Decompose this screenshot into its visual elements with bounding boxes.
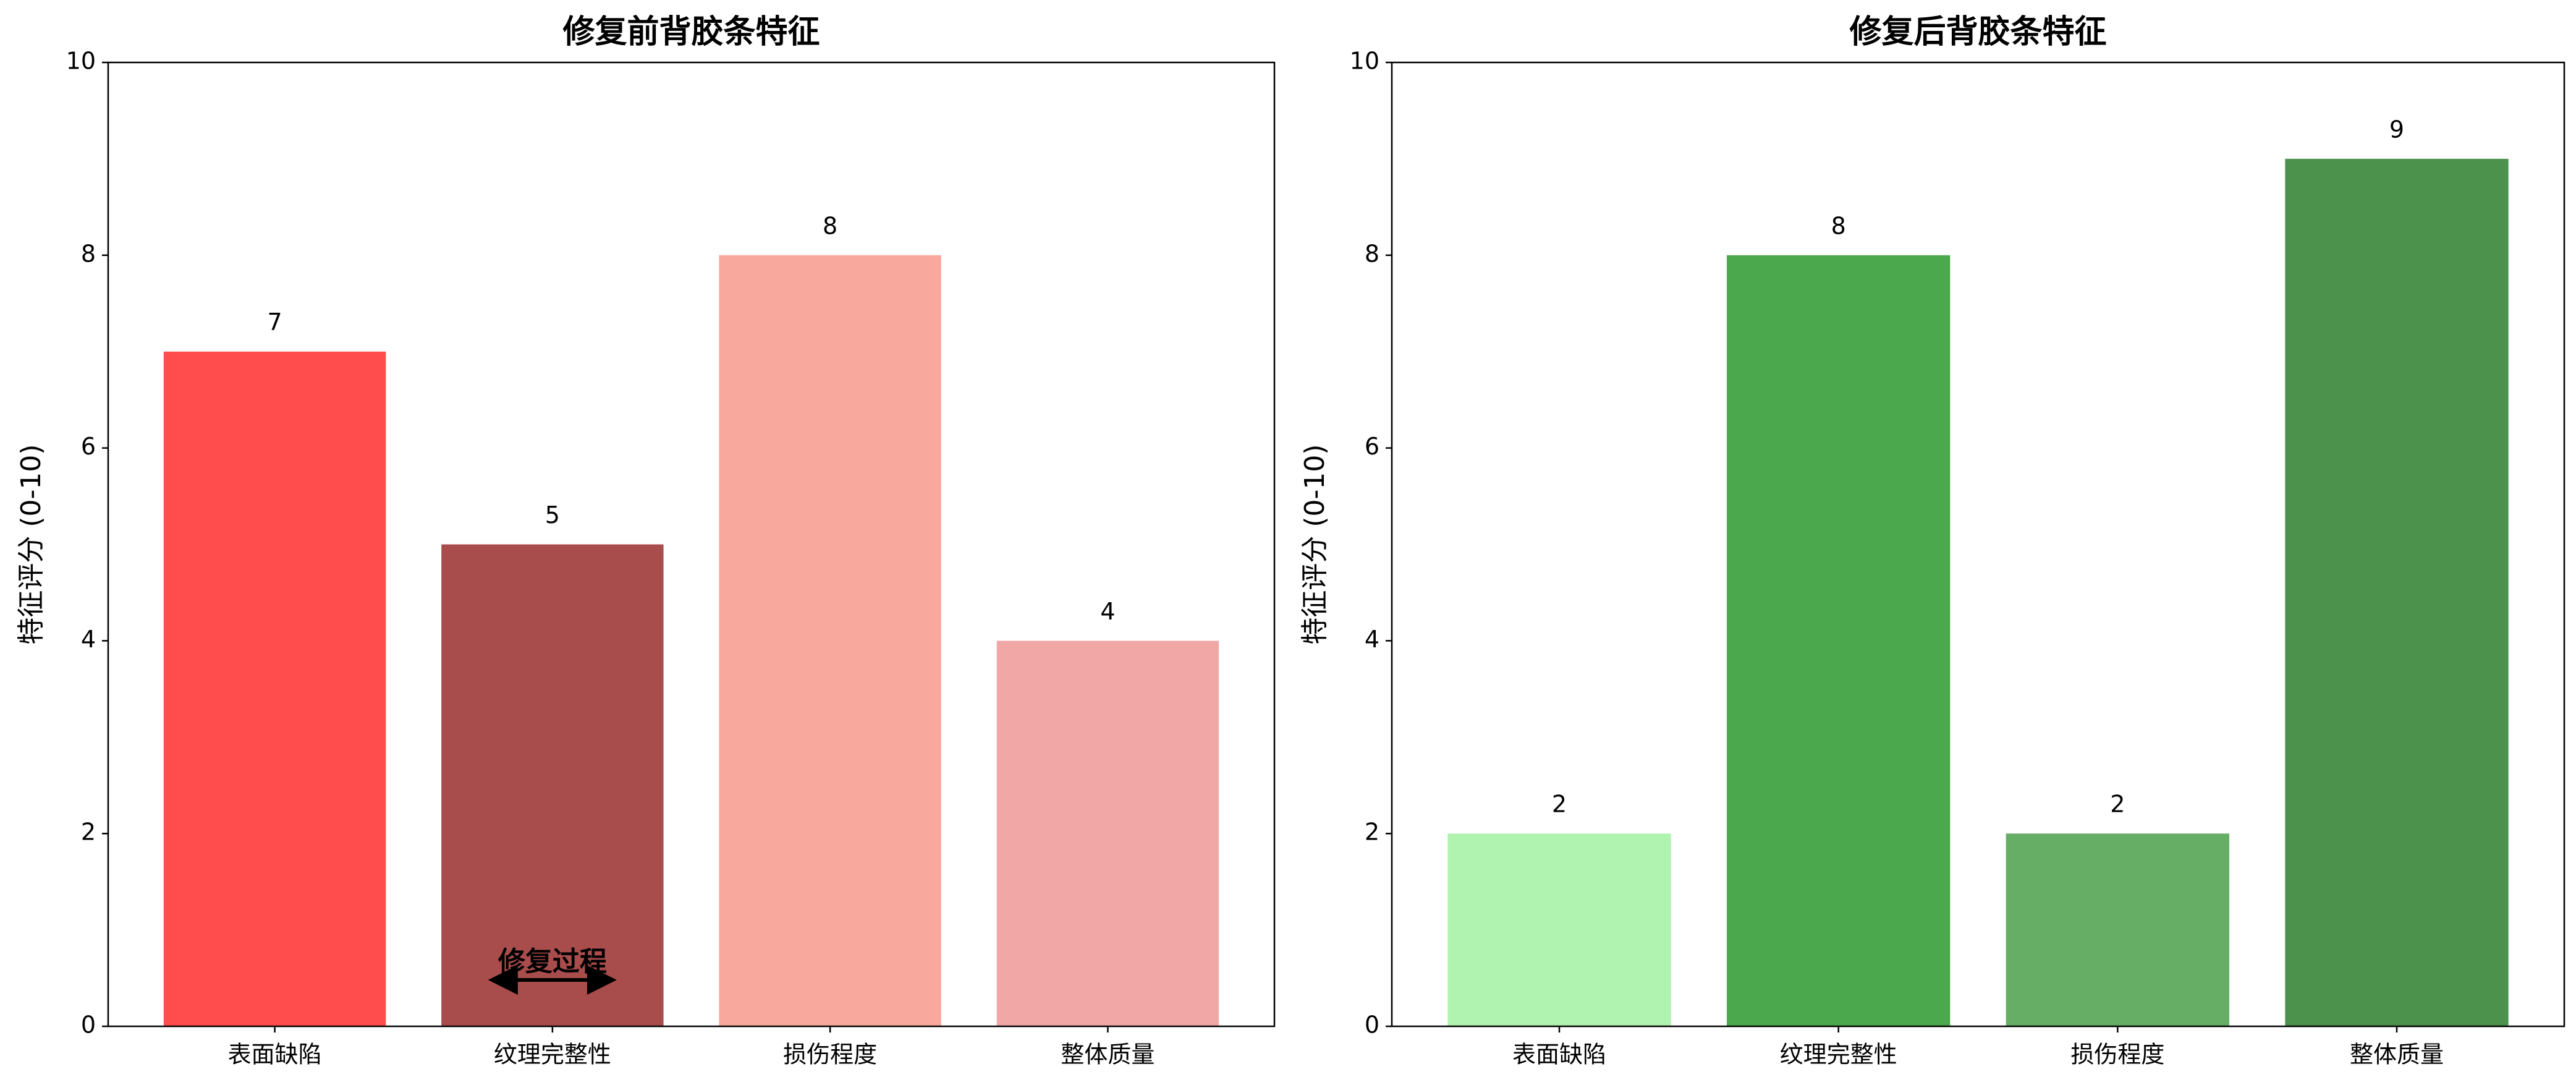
value-label: 5	[545, 501, 560, 529]
y-axis-label: 特征评分 (0-10)	[1299, 444, 1331, 644]
x-tick-label: 表面缺陷	[228, 1041, 322, 1068]
y-tick-label: 4	[1365, 626, 1379, 653]
bar	[2006, 833, 2229, 1026]
y-tick-label: 8	[81, 240, 96, 267]
y-tick-label: 4	[81, 626, 96, 653]
y-tick-label: 6	[1365, 433, 1379, 460]
value-label: 9	[2389, 116, 2404, 143]
bar	[163, 351, 386, 1027]
x-tick-label: 纹理完整性	[494, 1041, 611, 1068]
x-tick-label: 整体质量	[2350, 1041, 2444, 1068]
axes-frame	[1391, 61, 2565, 1028]
annotation: 修复过程	[498, 946, 607, 977]
value-label: 2	[1552, 791, 1567, 818]
y-tick-label: 2	[1365, 819, 1379, 846]
y-tick-label: 10	[66, 48, 96, 75]
y-tick-label: 0	[81, 1011, 96, 1039]
value-label: 8	[823, 212, 837, 239]
x-tick-label: 损伤程度	[783, 1041, 877, 1068]
bar	[719, 255, 941, 1026]
bar	[441, 544, 664, 1026]
bar	[2285, 158, 2509, 1026]
bar	[996, 641, 1219, 1026]
bar	[1727, 255, 1951, 1026]
y-tick-label: 0	[1365, 1011, 1379, 1039]
axes-frame	[107, 61, 1276, 1028]
x-tick-label: 表面缺陷	[1512, 1041, 1606, 1068]
y-tick-label: 8	[1365, 240, 1379, 267]
y-tick-label: 6	[81, 433, 96, 460]
y-tick-label: 10	[1350, 48, 1379, 75]
x-tick-label: 纹理完整性	[1780, 1041, 1897, 1068]
chart-title: 修复前背胶条特征	[562, 14, 820, 51]
value-label: 4	[1100, 598, 1115, 625]
x-tick-label: 损伤程度	[2070, 1041, 2164, 1068]
bar	[1447, 833, 1671, 1026]
y-tick-label: 2	[81, 819, 96, 846]
value-label: 7	[267, 309, 282, 336]
value-label: 2	[2110, 791, 2125, 818]
value-label: 8	[1831, 212, 1846, 239]
chart-title: 修复后背胶条特征	[1849, 14, 2106, 51]
y-axis-label: 特征评分 (0-10)	[15, 444, 47, 644]
x-tick-label: 整体质量	[1061, 1041, 1155, 1068]
